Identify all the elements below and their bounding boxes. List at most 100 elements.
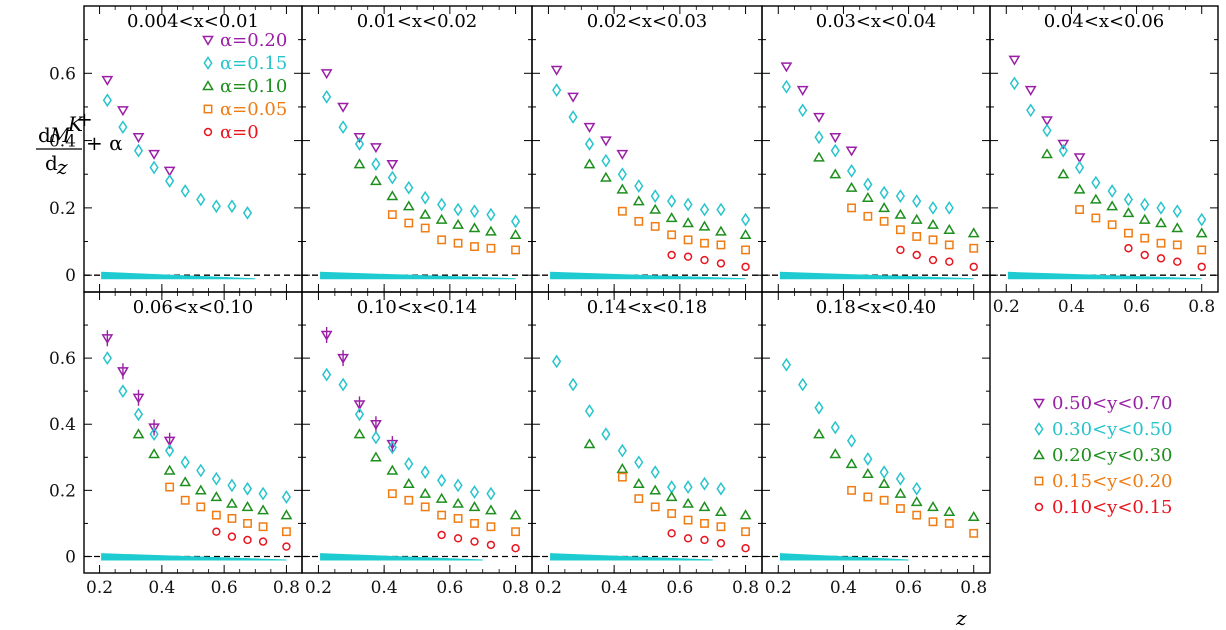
data-point — [509, 509, 522, 520]
data-point — [117, 106, 129, 117]
data-point — [1041, 116, 1053, 127]
data-point — [912, 194, 922, 209]
y-legend-marker — [1034, 502, 1044, 512]
data-point — [210, 491, 223, 502]
data-point — [698, 220, 711, 231]
data-point — [404, 457, 414, 471]
data-point — [780, 62, 793, 73]
data-point — [194, 484, 207, 495]
data-point — [165, 443, 175, 458]
data-point — [470, 242, 479, 252]
systematic-uncertainty-band — [320, 271, 516, 280]
data-point — [829, 133, 842, 144]
panel-title: 0.01<x<0.02 — [357, 11, 477, 32]
data-point — [910, 213, 923, 224]
data-point — [928, 517, 938, 527]
data-point — [896, 245, 905, 255]
data-point — [716, 522, 726, 532]
systematic-uncertainty-band — [1007, 271, 1202, 280]
data-point — [1107, 184, 1117, 198]
data-point — [683, 534, 693, 543]
data-point — [1024, 85, 1037, 96]
data-point — [616, 463, 629, 474]
ylabel-plus-alpha: + α — [86, 131, 123, 155]
data-point — [601, 153, 611, 168]
data-point — [1140, 250, 1149, 260]
data-point — [486, 243, 496, 253]
data-point — [163, 436, 176, 447]
data-point — [102, 351, 112, 365]
data-point — [404, 180, 414, 195]
panel-title: 0.03<x<0.04 — [816, 11, 936, 32]
data-point — [370, 143, 382, 154]
y-axis-label: d M K + d z + α — [36, 107, 123, 179]
data-point — [879, 185, 889, 200]
data-point — [420, 502, 430, 512]
data-point — [667, 194, 677, 209]
data-point — [420, 465, 430, 480]
data-point — [739, 509, 752, 520]
data-point — [617, 206, 627, 216]
data-point — [1091, 213, 1101, 223]
ylabel-z: z — [56, 155, 68, 179]
data-point — [861, 191, 874, 202]
x-tick-label: 0.4 — [371, 578, 398, 598]
data-point — [243, 535, 252, 545]
data-point — [667, 230, 677, 240]
data-point — [632, 477, 645, 488]
data-point — [453, 202, 463, 217]
data-point — [353, 158, 366, 169]
data-point — [180, 455, 190, 470]
data-point — [353, 428, 366, 439]
panel-3: 0.02<x<0.03 — [531, 5, 763, 293]
x-tick-label: 0.8 — [1188, 297, 1215, 317]
data-point — [945, 257, 954, 266]
data-point — [814, 400, 824, 415]
data-point — [1140, 233, 1150, 243]
data-point — [665, 212, 678, 223]
data-point — [741, 262, 750, 271]
data-point — [1107, 220, 1117, 230]
panel-title: 0.18<x<0.40 — [816, 297, 936, 318]
data-point — [338, 120, 348, 135]
data-point — [280, 509, 293, 520]
data-point — [1058, 143, 1068, 158]
data-point — [469, 204, 480, 219]
data-point — [567, 92, 579, 103]
data-point — [741, 245, 751, 255]
data-point — [634, 216, 644, 226]
data-point — [486, 486, 496, 501]
x-tick-label: 0.6 — [895, 578, 922, 598]
data-point — [257, 504, 269, 515]
data-point — [149, 160, 159, 175]
data-point — [781, 79, 792, 94]
panel-frame — [989, 5, 1219, 293]
data-point — [667, 509, 677, 518]
panel-2: 0.01<x<0.02 — [301, 5, 533, 293]
data-point — [1171, 222, 1184, 233]
data-point — [468, 222, 481, 233]
data-point — [878, 477, 891, 488]
data-point — [1073, 183, 1086, 194]
y-legend-marker — [1033, 398, 1045, 409]
data-point — [632, 195, 645, 206]
data-point — [716, 539, 726, 548]
data-point — [118, 120, 128, 135]
data-point — [716, 240, 726, 250]
data-point — [227, 478, 237, 493]
y-tick-label: 0.2 — [49, 481, 76, 501]
data-point — [387, 489, 397, 499]
data-point — [1073, 153, 1086, 164]
ylabel-superscript-plus: + — [76, 107, 93, 131]
data-point — [863, 177, 873, 192]
data-point — [337, 102, 349, 113]
data-point — [969, 243, 979, 253]
data-point — [511, 544, 520, 553]
data-point — [420, 223, 430, 233]
data-point — [813, 428, 825, 439]
data-point — [1195, 227, 1208, 238]
data-point — [912, 481, 922, 496]
panel-5: 0.04<x<0.06 0.2 0.4 0.6 0.8 — [989, 5, 1219, 317]
x-tick-label: 0.4 — [601, 578, 628, 598]
data-point — [132, 133, 145, 144]
